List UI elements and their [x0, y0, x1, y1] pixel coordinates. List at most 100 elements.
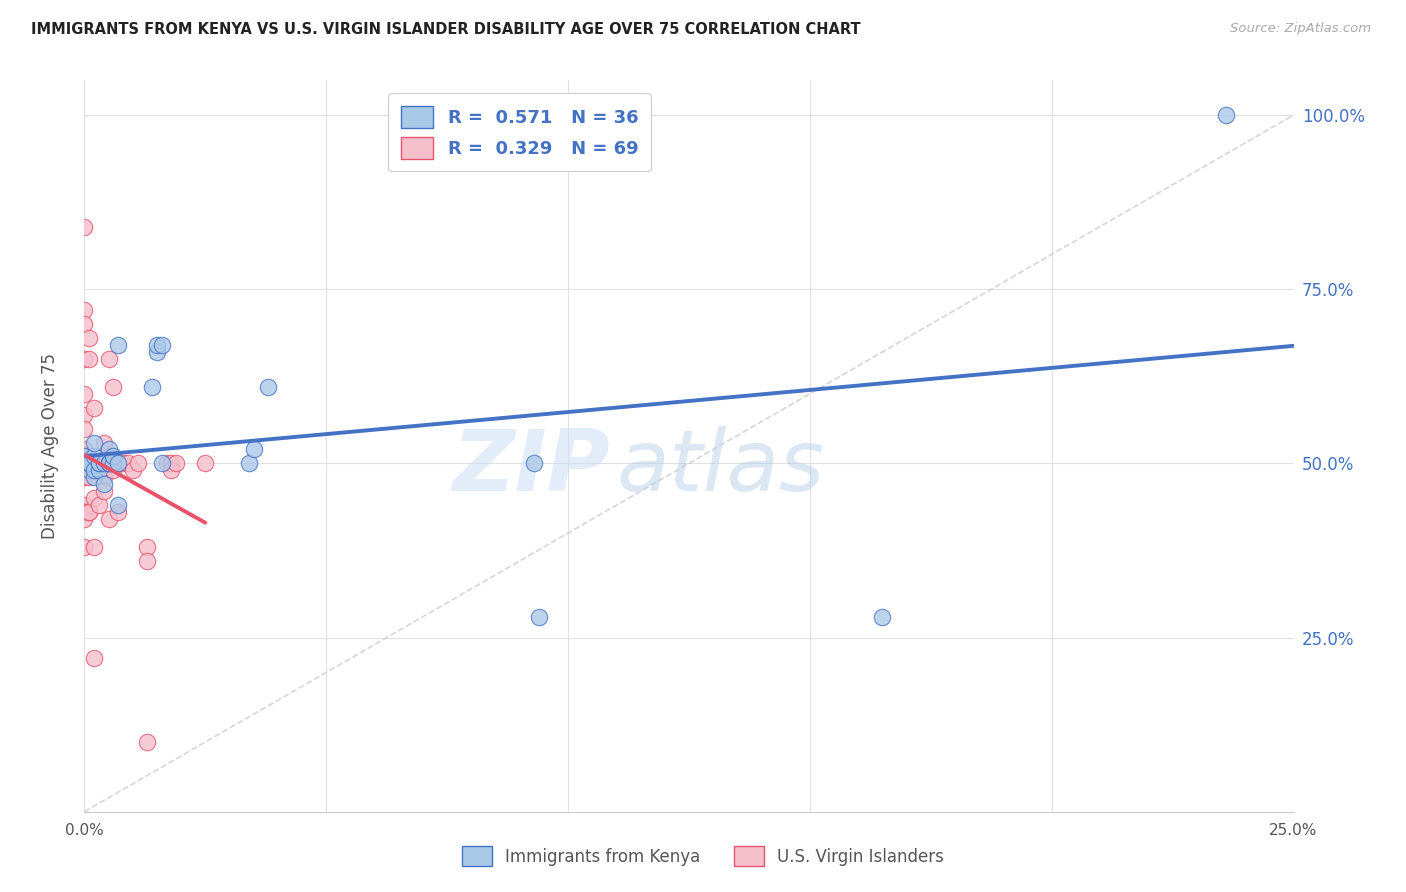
Point: [87, 498, 110, 512]
Point: [238, 457, 260, 471]
Point: [83, 470, 105, 484]
Point: [107, 498, 129, 512]
Point: [73, 463, 96, 477]
Point: [73, 457, 96, 471]
Point: [103, 450, 125, 464]
Point: [155, 457, 177, 471]
Point: [117, 457, 139, 471]
Point: [77, 351, 100, 366]
Point: [97, 442, 120, 457]
Point: [73, 457, 96, 471]
Point: [73, 442, 96, 457]
Point: [73, 463, 96, 477]
Point: [97, 457, 120, 471]
Point: [83, 457, 105, 471]
Point: [103, 457, 125, 471]
Point: [87, 463, 110, 477]
Y-axis label: Disability Age Over 75: Disability Age Over 75: [41, 353, 59, 539]
Point: [194, 457, 217, 471]
Point: [73, 386, 96, 401]
Point: [150, 457, 173, 471]
Point: [97, 457, 120, 471]
Point: [93, 470, 115, 484]
Point: [77, 505, 100, 519]
Point: [83, 651, 105, 665]
Point: [83, 540, 105, 554]
Point: [77, 463, 100, 477]
Point: [93, 435, 115, 450]
Point: [73, 505, 96, 519]
Point: [73, 303, 96, 318]
Point: [83, 457, 105, 471]
Point: [83, 491, 105, 506]
Point: [77, 505, 100, 519]
Point: [77, 457, 100, 471]
Point: [121, 463, 143, 477]
Point: [77, 470, 100, 484]
Point: [73, 498, 96, 512]
Point: [107, 457, 129, 471]
Point: [97, 450, 120, 464]
Point: [73, 453, 96, 467]
Point: [87, 463, 110, 477]
Point: [73, 505, 96, 519]
Point: [165, 457, 187, 471]
Point: [146, 338, 169, 352]
Point: [103, 380, 125, 394]
Point: [77, 457, 100, 471]
Point: [160, 457, 183, 471]
Point: [136, 735, 159, 749]
Point: [87, 457, 110, 471]
Point: [103, 463, 125, 477]
Point: [146, 345, 169, 359]
Point: [97, 457, 120, 471]
Text: ZIP: ZIP: [453, 426, 610, 509]
Point: [73, 505, 96, 519]
Point: [150, 338, 173, 352]
Point: [93, 457, 115, 471]
Point: [73, 470, 96, 484]
Point: [77, 457, 100, 471]
Point: [73, 408, 96, 422]
Text: IMMIGRANTS FROM KENYA VS U.S. VIRGIN ISLANDER DISABILITY AGE OVER 75 CORRELATION: IMMIGRANTS FROM KENYA VS U.S. VIRGIN ISL…: [31, 22, 860, 37]
Point: [257, 380, 280, 394]
Point: [127, 457, 149, 471]
Legend: Immigrants from Kenya, U.S. Virgin Islanders: Immigrants from Kenya, U.S. Virgin Islan…: [456, 839, 950, 873]
Point: [73, 219, 96, 234]
Point: [103, 457, 125, 471]
Text: atlas: atlas: [616, 426, 824, 509]
Point: [73, 463, 96, 477]
Point: [73, 421, 96, 435]
Point: [97, 457, 120, 471]
Point: [83, 435, 105, 450]
Point: [73, 512, 96, 526]
Point: [83, 463, 105, 477]
Point: [527, 609, 550, 624]
Point: [73, 457, 96, 471]
Point: [141, 380, 163, 394]
Point: [83, 401, 105, 415]
Point: [77, 463, 100, 477]
Point: [73, 540, 96, 554]
Point: [136, 540, 159, 554]
Point: [107, 505, 129, 519]
Point: [87, 463, 110, 477]
Point: [73, 457, 96, 471]
Point: [160, 463, 183, 477]
Point: [93, 477, 115, 491]
Legend: R =  0.571   N = 36, R =  0.329   N = 69: R = 0.571 N = 36, R = 0.329 N = 69: [388, 93, 651, 171]
Point: [87, 457, 110, 471]
Point: [93, 457, 115, 471]
Point: [77, 457, 100, 471]
Point: [136, 554, 159, 568]
Point: [1215, 108, 1237, 122]
Point: [73, 317, 96, 331]
Point: [97, 351, 120, 366]
Point: [73, 351, 96, 366]
Point: [112, 457, 135, 471]
Point: [107, 457, 129, 471]
Point: [87, 457, 110, 471]
Point: [83, 450, 105, 464]
Point: [73, 450, 96, 464]
Point: [97, 457, 120, 471]
